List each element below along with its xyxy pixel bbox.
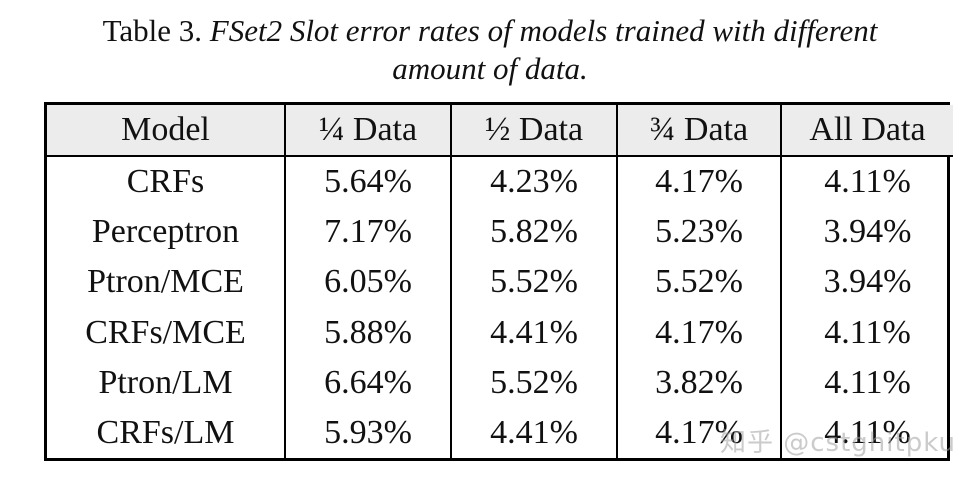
caption-title: FSet2 Slot error rates of models trained… — [209, 13, 878, 48]
value-cell: 3.82% — [616, 357, 781, 408]
table-row: Ptron/MCE 6.05% 5.52% 5.52% 3.94% — [47, 257, 953, 308]
value-cell: 4.17% — [616, 156, 781, 208]
value-cell: 7.17% — [284, 207, 451, 258]
value-cell: 4.11% — [780, 307, 953, 358]
value-cell: 5.88% — [284, 307, 451, 358]
table-row: CRFs/LM 5.93% 4.41% 4.17% 4.11% — [47, 407, 953, 458]
value-cell: 6.05% — [284, 257, 451, 308]
results-table: Model ¼ Data ½ Data ¾ Data All Data CRFs… — [47, 105, 953, 458]
caption-label: Table 3. — [102, 13, 210, 48]
table-row: Ptron/LM 6.64% 5.52% 3.82% 4.11% — [47, 357, 953, 408]
value-cell: 5.23% — [616, 207, 781, 258]
model-cell: CRFs — [126, 163, 205, 201]
header-half-data: ½ Data — [450, 105, 618, 157]
header-quarter-data: ¼ Data — [284, 105, 452, 157]
value-cell: 4.41% — [450, 407, 617, 458]
value-cell: 5.82% — [450, 207, 617, 258]
table-header-row: Model ¼ Data ½ Data ¾ Data All Data — [47, 105, 953, 157]
model-cell: Ptron/MCE — [87, 263, 244, 301]
value-cell: 4.11% — [780, 407, 953, 458]
value-cell: 4.17% — [616, 407, 781, 458]
table-row: CRFs/MCE 5.88% 4.41% 4.17% 4.11% — [47, 307, 953, 358]
watermark: 知乎 @cstghitpku — [720, 428, 956, 458]
value-cell: 5.52% — [450, 357, 617, 408]
value-cell: 4.11% — [780, 156, 953, 208]
header-three-quarter-data: ¾ Data — [616, 105, 782, 157]
caption-line-1: Table 3. FSet2 Slot error rates of model… — [0, 12, 980, 50]
model-cell: CRFs/LM — [96, 413, 235, 451]
value-cell: 3.94% — [780, 257, 953, 308]
table-row: Perceptron 7.17% 5.82% 5.23% 3.94% — [47, 207, 953, 258]
value-cell: 5.52% — [450, 257, 617, 308]
table-caption: Table 3. FSet2 Slot error rates of model… — [0, 12, 980, 88]
table-row: CRFs 5.64% 4.23% 4.17% 4.11% — [47, 156, 953, 208]
value-cell: 5.64% — [284, 156, 451, 208]
value-cell: 3.94% — [780, 207, 953, 258]
value-cell: 4.23% — [450, 156, 617, 208]
header-model: Model — [47, 105, 286, 157]
value-cell: 4.41% — [450, 307, 617, 358]
results-table-frame: Model ¼ Data ½ Data ¾ Data All Data CRFs… — [44, 102, 953, 461]
value-cell: 4.17% — [616, 307, 781, 358]
caption-line-2: amount of data. — [392, 51, 588, 86]
value-cell: 4.11% — [780, 357, 953, 408]
value-cell: 6.64% — [284, 357, 451, 408]
value-cell: 5.52% — [616, 257, 781, 308]
model-cell: CRFs/MCE — [85, 313, 246, 351]
value-cell: 5.93% — [284, 407, 451, 458]
model-cell: Ptron/LM — [98, 363, 233, 401]
model-cell: Perceptron — [91, 213, 240, 251]
header-all-data: All Data — [780, 105, 953, 157]
